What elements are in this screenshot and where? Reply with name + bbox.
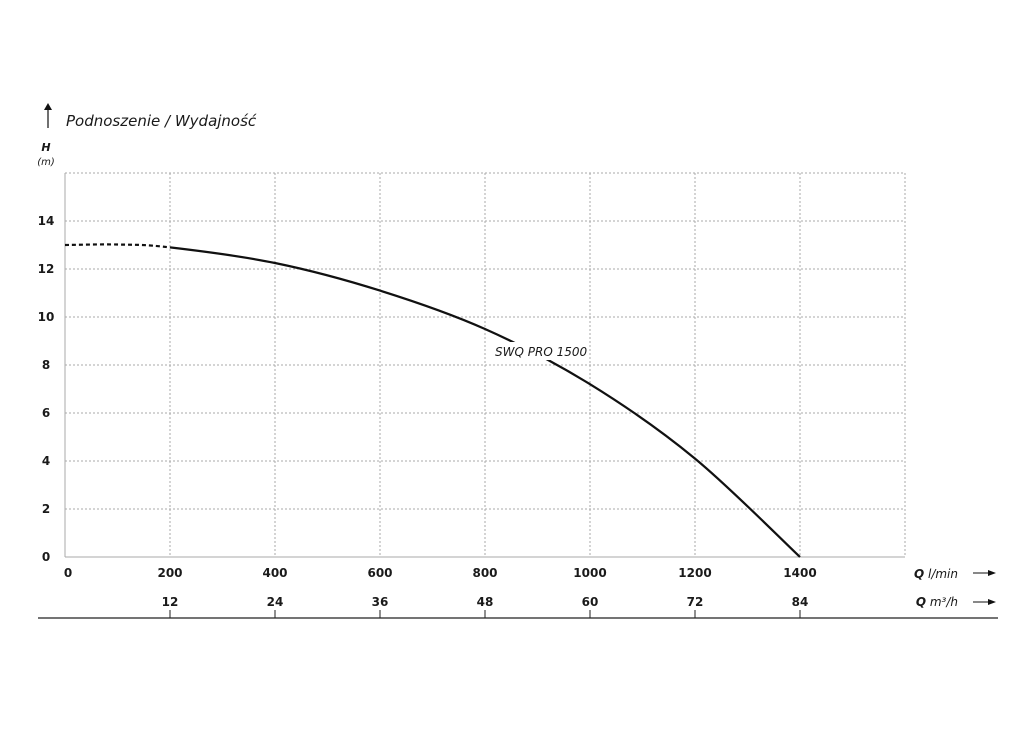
x2-label-symbol: Q [916,595,926,609]
y-label: H [41,141,50,154]
x2-label: Q m³/h [916,595,958,609]
x2-tick-label: 24 [267,595,284,609]
x2-arrow-head [988,599,996,605]
x2-tick-label: 12 [162,595,179,609]
x-label-unit: l/min [928,567,958,581]
x-arrow-head [988,570,996,576]
x-tick-label: 200 [157,566,182,580]
x-tick-label: 1400 [783,566,816,580]
label-gap [493,342,579,360]
y-unit: (m) [37,157,55,168]
x2-tick-label: 48 [477,595,494,609]
x2-tick-label: 84 [792,595,809,609]
x-tick-label: 600 [367,566,392,580]
y-tick-label: 4 [42,454,50,468]
y-tick-label: 0 [42,550,50,564]
curve [64,243,801,558]
x2-tick-label: 72 [687,595,704,609]
chart-title: Podnoszenie / Wydajność [66,112,257,130]
y-tick-label: 8 [42,358,50,372]
y-arrow-head [44,103,52,110]
y-tick-label: 6 [42,406,50,420]
x-tick-label: 0 [64,566,72,580]
y-tick-label: 12 [38,262,55,276]
x2-label-unit: m³/h [930,595,958,609]
y-tick-label: 2 [42,502,50,516]
x-label-symbol: Q [914,567,924,581]
x-label: Q l/min [914,567,958,581]
x-tick-label: 800 [472,566,497,580]
y-tick-label: 14 [38,214,55,228]
y-tick-label: 10 [38,310,55,324]
x-tick-label: 1200 [678,566,711,580]
x2-tick-label: 36 [372,595,389,609]
x2-tick-label: 60 [582,595,599,609]
x-tick-label: 1000 [573,566,606,580]
series-label: SWQ PRO 1500 [495,345,587,359]
x-tick-label: 400 [262,566,287,580]
